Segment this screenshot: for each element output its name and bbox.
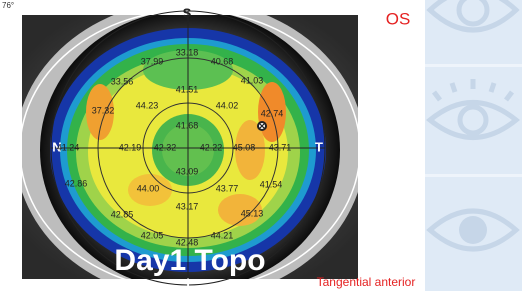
value-label: 42.48 [176, 237, 199, 247]
eye-side: OS [386, 9, 411, 28]
value-label: 43.77 [216, 183, 239, 193]
topography-screen: 76° OS S N T I Day1 Topo Tangential ante… [0, 0, 522, 291]
value-label: 43.71 [269, 142, 292, 152]
value-label: 41.24 [57, 142, 80, 152]
value-label: 44.23 [136, 100, 159, 110]
value-label: 42.05 [141, 230, 164, 240]
value-label: 42.32 [154, 142, 177, 152]
side-panel [425, 0, 522, 291]
direction-label: S [183, 5, 192, 20]
value-label: 44.00 [137, 183, 160, 193]
value-label: 40.68 [211, 56, 234, 66]
value-label: 37.32 [92, 105, 115, 115]
value-label: 45.08 [233, 142, 256, 152]
value-label: 33.18 [176, 47, 199, 57]
value-label: 42.86 [65, 178, 88, 188]
map-type: Tangential anterior [317, 275, 416, 289]
value-label: 43.17 [176, 201, 199, 211]
value-label: 42.74 [261, 108, 284, 118]
value-label: 41.03 [241, 75, 264, 85]
value-label: 33.56 [111, 76, 134, 86]
value-label: 43.09 [176, 166, 199, 176]
value-label: 44.02 [216, 100, 239, 110]
position-marker [258, 122, 266, 130]
value-label: 41.68 [176, 120, 199, 130]
direction-label: I [186, 275, 190, 290]
value-label: 41.54 [260, 179, 283, 189]
value-label: 45.13 [241, 208, 264, 218]
direction-label: T [315, 139, 323, 154]
value-label: 42.85 [111, 209, 134, 219]
value-label: 42.19 [119, 142, 142, 152]
value-label: 41.51 [176, 84, 199, 94]
value-label: 42.22 [200, 142, 223, 152]
value-label: 37.99 [141, 56, 164, 66]
angle-label: 76° [2, 1, 14, 10]
caption: Day1 Topo [114, 244, 265, 277]
value-label: 44.21 [211, 230, 234, 240]
